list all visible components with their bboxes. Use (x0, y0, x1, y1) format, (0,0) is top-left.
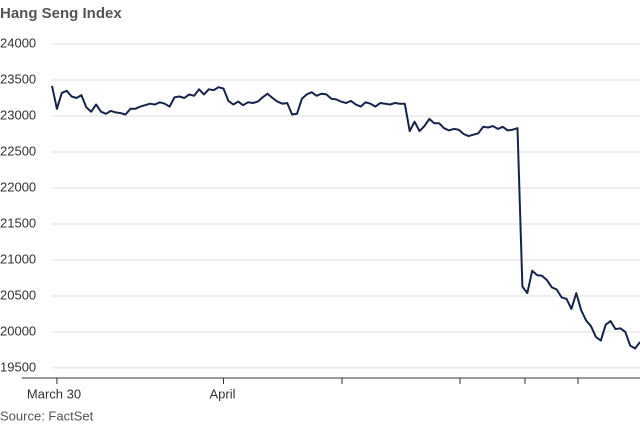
x-ticks (341, 378, 579, 384)
y-tick-label: 22500 (0, 143, 36, 158)
y-tick-label: 21000 (0, 251, 36, 266)
price-line (51, 85, 640, 350)
y-tick-label: 20000 (0, 323, 36, 338)
y-tick-label: 21500 (0, 215, 36, 230)
y-tick-label: 19500 (0, 359, 36, 374)
source: Source: FactSet (0, 408, 94, 423)
x-tick-label: March 30 (27, 386, 81, 401)
y-tick-label: 20500 (0, 287, 36, 302)
y-tick-label: 23000 (0, 107, 36, 122)
y-tick-label: 22000 (0, 179, 36, 194)
x-tick-label: April (210, 386, 236, 401)
y-tick-label: 23500 (0, 71, 36, 86)
y-tick-label: 24000 (0, 35, 36, 50)
chart-title: Hang Seng Index (0, 5, 122, 22)
